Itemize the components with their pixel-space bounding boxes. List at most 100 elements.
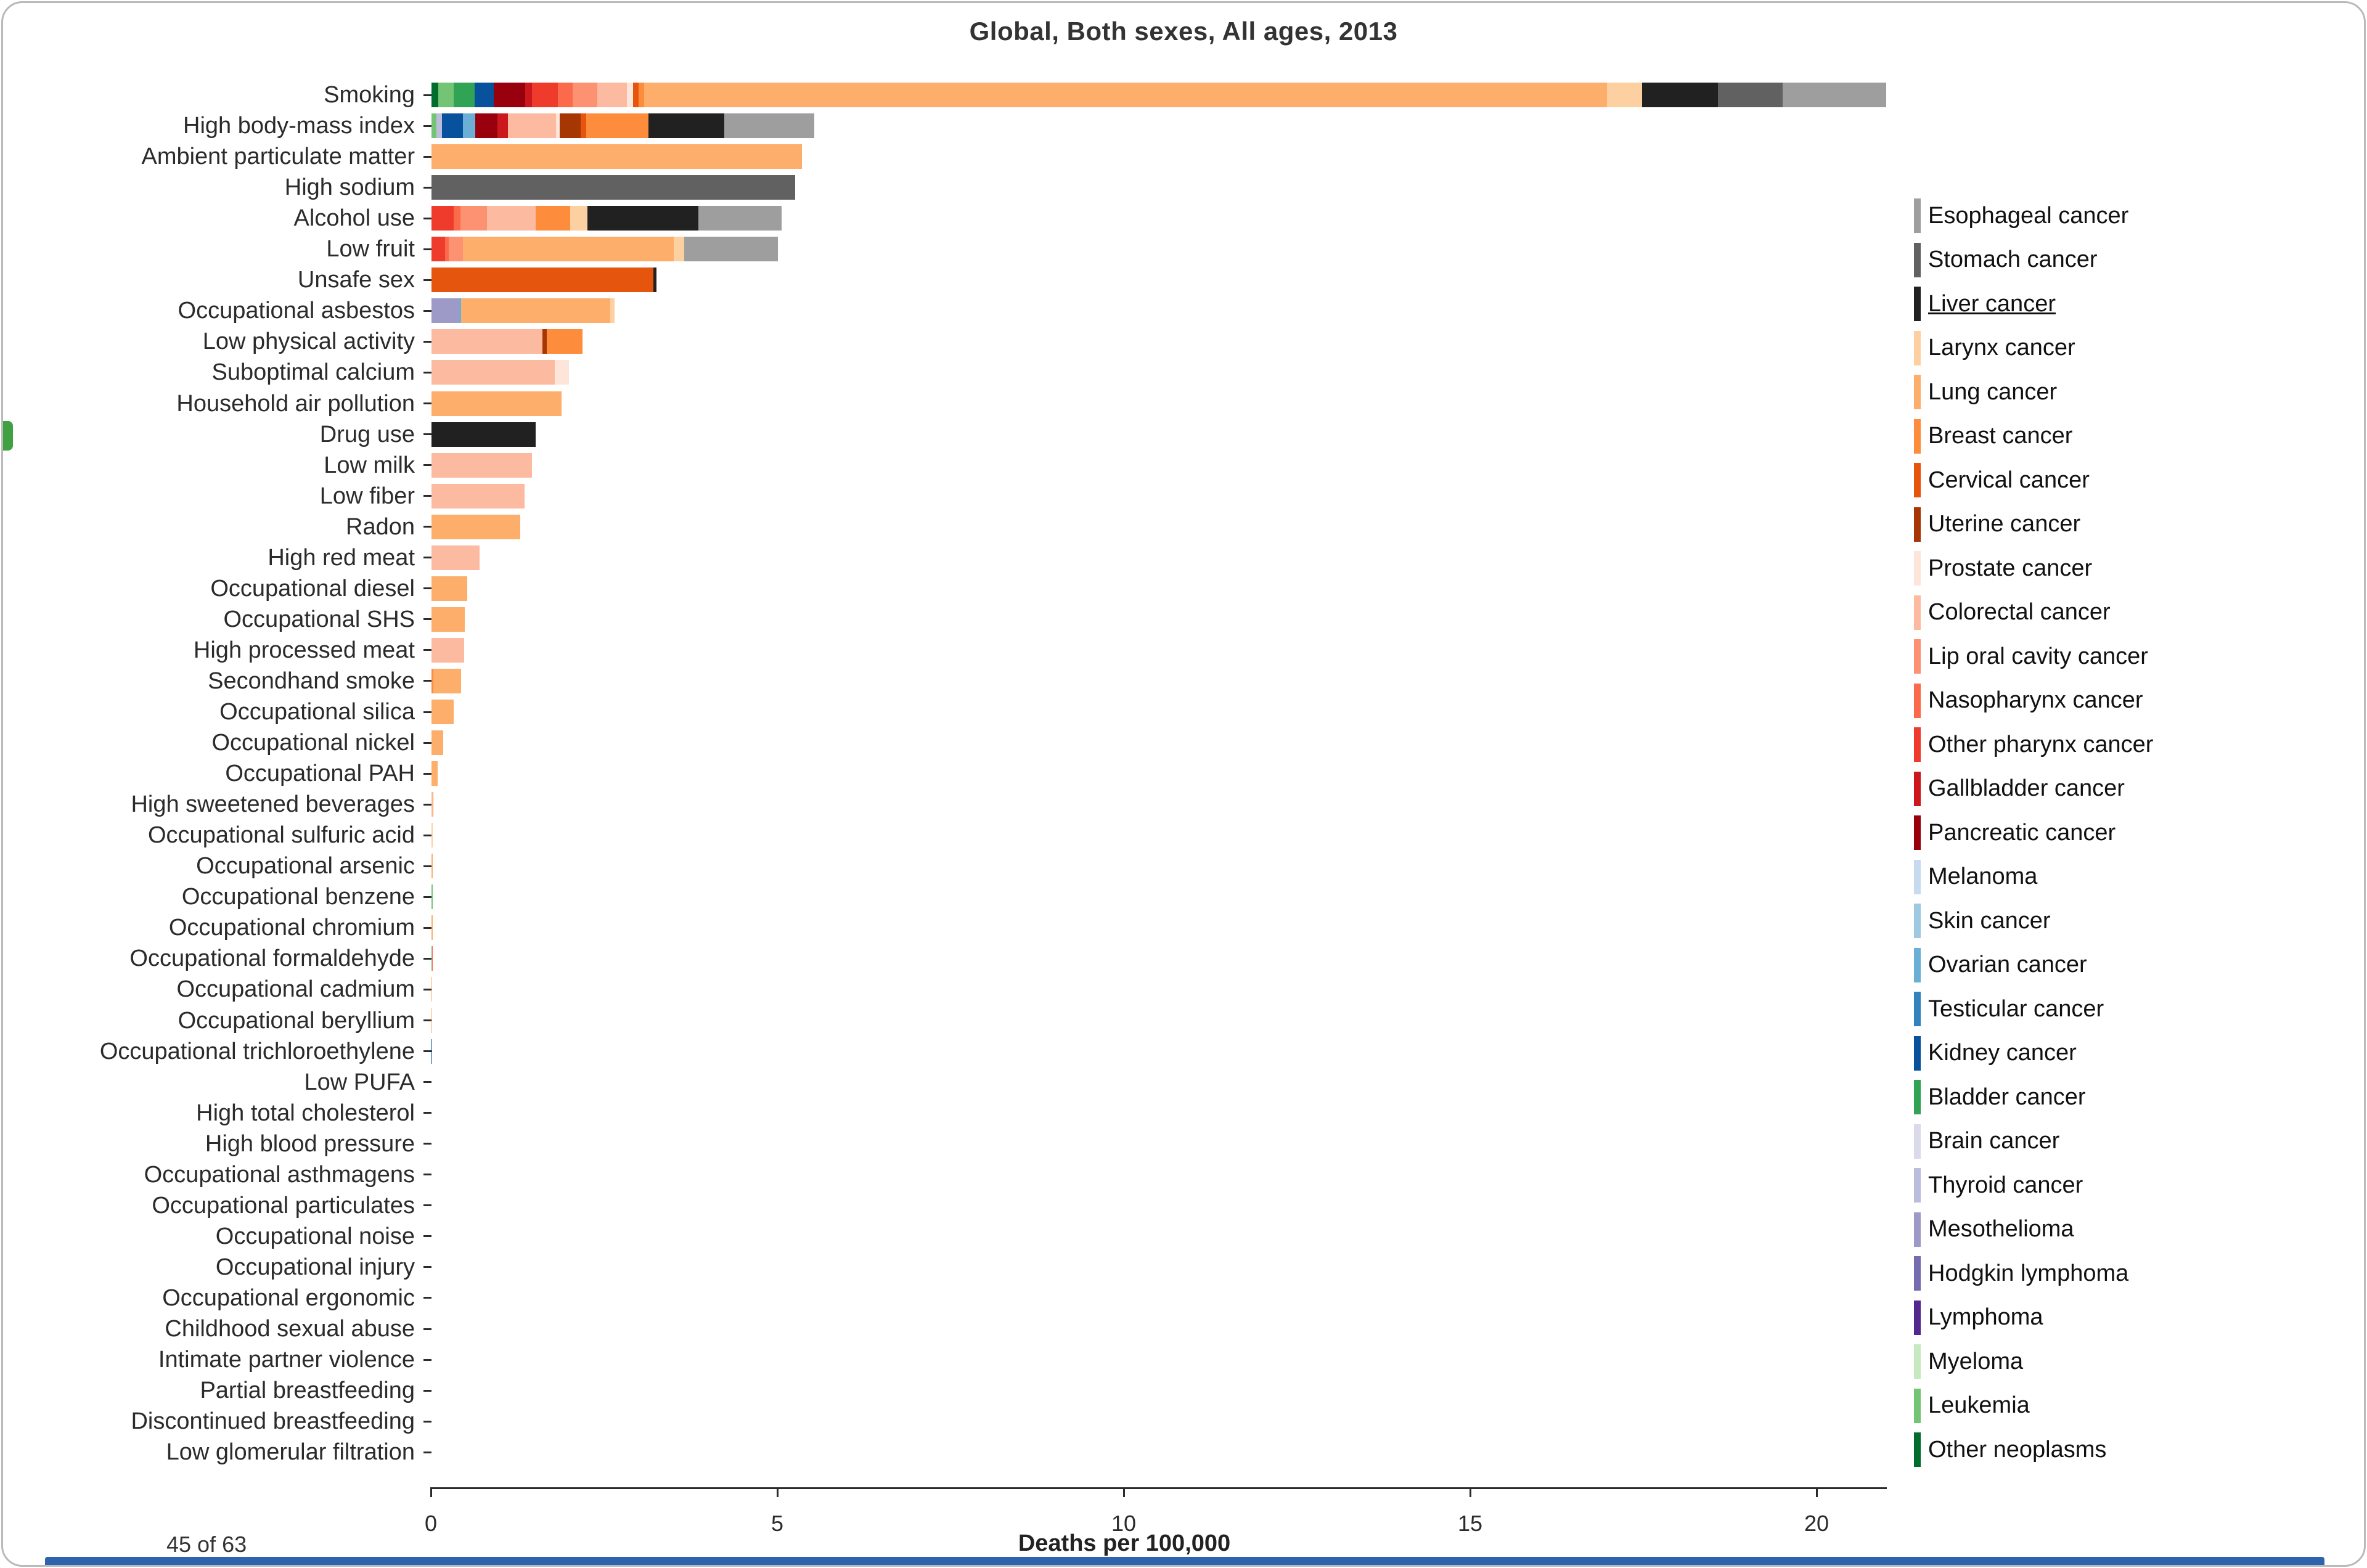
bar-segment[interactable] bbox=[531, 83, 558, 107]
legend-item[interactable]: Ovarian cancer bbox=[1914, 947, 2087, 982]
side-panel-handle[interactable] bbox=[3, 421, 13, 451]
bar-segment[interactable] bbox=[1641, 83, 1719, 107]
risk-label[interactable]: Low milk bbox=[324, 452, 415, 478]
legend-item[interactable]: Myeloma bbox=[1914, 1344, 2023, 1379]
bar-segment[interactable] bbox=[431, 83, 439, 107]
bar-segment[interactable] bbox=[525, 83, 532, 107]
risk-label[interactable]: Occupational SHS bbox=[223, 606, 415, 632]
legend-item[interactable]: Esophageal cancer bbox=[1914, 198, 2128, 233]
bar-segment[interactable] bbox=[556, 113, 560, 139]
bar-segment[interactable] bbox=[639, 83, 644, 107]
bar-segment[interactable] bbox=[684, 237, 778, 262]
bar-segment[interactable] bbox=[445, 237, 449, 262]
risk-label[interactable]: Occupational PAH bbox=[225, 761, 415, 787]
risk-label[interactable]: High blood pressure bbox=[205, 1130, 415, 1157]
bar-segment[interactable] bbox=[431, 144, 803, 169]
legend-item[interactable]: Brain cancer bbox=[1914, 1124, 2059, 1159]
risk-label[interactable]: Occupational asthmagens bbox=[144, 1161, 415, 1188]
legend-item[interactable]: Skin cancer bbox=[1914, 904, 2051, 938]
bar-segment[interactable] bbox=[542, 329, 547, 354]
bar-segment[interactable] bbox=[431, 854, 433, 879]
bar-segment[interactable] bbox=[597, 83, 627, 107]
bar-segment[interactable] bbox=[431, 1008, 432, 1033]
bar-segment[interactable] bbox=[453, 206, 461, 231]
risk-label[interactable]: Drug use bbox=[319, 421, 415, 447]
bar-segment[interactable] bbox=[431, 792, 433, 817]
legend-item[interactable]: Uterine cancer bbox=[1914, 507, 2080, 542]
risk-label[interactable]: Ambient particulate matter bbox=[141, 144, 415, 170]
bar-segment[interactable] bbox=[431, 668, 434, 693]
bar-segment[interactable] bbox=[431, 637, 464, 663]
bar-segment[interactable] bbox=[1782, 83, 1887, 107]
bar-segment[interactable] bbox=[431, 175, 796, 200]
risk-label[interactable]: Low physical activity bbox=[202, 329, 415, 355]
bar-segment[interactable] bbox=[431, 237, 446, 262]
bar-segment[interactable] bbox=[438, 83, 454, 107]
legend-item[interactable]: Prostate cancer bbox=[1914, 551, 2092, 586]
legend-item[interactable]: Cervical cancer bbox=[1914, 463, 2090, 497]
bar-segment[interactable] bbox=[633, 83, 639, 107]
bar-segment[interactable] bbox=[431, 422, 536, 447]
bar-segment[interactable] bbox=[610, 298, 615, 324]
legend-item[interactable]: Leukemia bbox=[1914, 1388, 2030, 1423]
bar-segment[interactable] bbox=[431, 606, 465, 632]
bar-segment[interactable] bbox=[431, 113, 436, 139]
legend-item[interactable]: Lip oral cavity cancer bbox=[1914, 639, 2148, 674]
bar-segment[interactable] bbox=[474, 83, 494, 107]
legend-item[interactable]: Breast cancer bbox=[1914, 419, 2072, 454]
risk-label[interactable]: Occupational beryllium bbox=[178, 1007, 415, 1034]
bar-segment[interactable] bbox=[431, 761, 438, 786]
bar-segment[interactable] bbox=[433, 668, 462, 693]
risk-label[interactable]: Occupational sulfuric acid bbox=[148, 822, 415, 849]
risk-label[interactable]: Childhood sexual abuse bbox=[165, 1316, 415, 1342]
legend-item[interactable]: Other neoplasms bbox=[1914, 1432, 2106, 1467]
bar-segment[interactable] bbox=[559, 113, 581, 139]
legend-item[interactable]: Gallbladder cancer bbox=[1914, 771, 2125, 806]
bar-segment[interactable] bbox=[1607, 83, 1642, 107]
risk-label[interactable]: Occupational injury bbox=[215, 1254, 415, 1280]
legend-item[interactable]: Bladder cancer bbox=[1914, 1080, 2086, 1114]
bar-segment[interactable] bbox=[486, 206, 536, 231]
bar-segment[interactable] bbox=[431, 391, 562, 416]
bar-segment[interactable] bbox=[431, 206, 454, 231]
risk-label[interactable]: Partial breastfeeding bbox=[200, 1378, 415, 1404]
risk-label[interactable]: High sodium bbox=[284, 174, 415, 201]
bar-segment[interactable] bbox=[431, 977, 433, 1002]
bar-segment[interactable] bbox=[431, 884, 433, 910]
bar-segment[interactable] bbox=[462, 237, 674, 262]
bar-segment[interactable] bbox=[570, 206, 587, 231]
bar-segment[interactable] bbox=[648, 113, 725, 139]
bar-segment[interactable] bbox=[462, 113, 475, 139]
bar-segment[interactable] bbox=[431, 823, 433, 848]
risk-label[interactable]: High processed meat bbox=[193, 637, 415, 663]
bar-segment[interactable] bbox=[494, 83, 525, 107]
risk-label[interactable]: Occupational silica bbox=[219, 699, 415, 725]
bar-segment[interactable] bbox=[557, 83, 573, 107]
bar-segment[interactable] bbox=[431, 514, 520, 539]
risk-label[interactable]: Occupational cadmium bbox=[176, 976, 415, 1003]
legend-item[interactable]: Stomach cancer bbox=[1914, 242, 2098, 277]
bar-segment[interactable] bbox=[460, 206, 487, 231]
legend-item[interactable]: Melanoma bbox=[1914, 859, 2037, 894]
bar-segment[interactable] bbox=[586, 113, 648, 139]
bar-segment[interactable] bbox=[431, 329, 542, 354]
bar-segment[interactable] bbox=[507, 113, 557, 139]
bar-segment[interactable] bbox=[431, 298, 459, 324]
legend-item[interactable]: Colorectal cancer bbox=[1914, 595, 2111, 630]
bar-segment[interactable] bbox=[432, 946, 433, 971]
bar-segment[interactable] bbox=[431, 730, 444, 756]
legend-item[interactable]: Other pharynx cancer bbox=[1914, 727, 2153, 762]
risk-label[interactable]: Low fruit bbox=[326, 236, 415, 263]
legend-item[interactable]: Larynx cancer bbox=[1914, 330, 2075, 365]
risk-label[interactable]: High body-mass index bbox=[183, 113, 415, 139]
bar-segment[interactable] bbox=[1718, 83, 1783, 107]
bar-segment[interactable] bbox=[461, 298, 610, 324]
risk-label[interactable]: Intimate partner violence bbox=[158, 1347, 415, 1373]
risk-label[interactable]: Low glomerular filtration bbox=[166, 1439, 415, 1466]
bar-segment[interactable] bbox=[441, 113, 463, 139]
bar-segment[interactable] bbox=[431, 483, 525, 508]
bar-segment[interactable] bbox=[653, 267, 657, 293]
bar-segment[interactable] bbox=[453, 83, 475, 107]
bar-segment[interactable] bbox=[587, 206, 698, 231]
bar-segment[interactable] bbox=[431, 267, 653, 293]
